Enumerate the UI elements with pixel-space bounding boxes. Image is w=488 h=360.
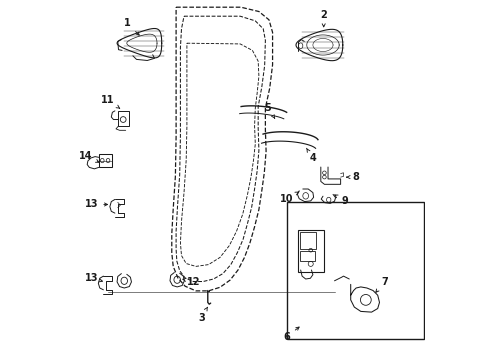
Text: 6: 6 (283, 327, 299, 342)
Text: 4: 4 (306, 148, 316, 163)
Text: 1: 1 (124, 18, 139, 35)
Text: 12: 12 (183, 276, 200, 287)
Text: 10: 10 (280, 192, 298, 204)
Bar (299, 251, 314, 261)
Text: 11: 11 (101, 95, 120, 108)
Text: 2: 2 (320, 10, 326, 27)
Text: 13: 13 (84, 273, 102, 283)
Bar (99, 154, 112, 167)
Text: 7: 7 (375, 276, 387, 292)
Text: 8: 8 (346, 172, 359, 182)
Bar (297, 230, 323, 272)
Bar (299, 233, 316, 249)
Bar (286, 202, 423, 339)
Bar (118, 111, 128, 126)
Text: 14: 14 (79, 150, 99, 162)
Text: 9: 9 (334, 195, 347, 206)
Text: 5: 5 (264, 103, 274, 118)
Text: 3: 3 (198, 307, 207, 323)
Text: 13: 13 (84, 199, 107, 210)
